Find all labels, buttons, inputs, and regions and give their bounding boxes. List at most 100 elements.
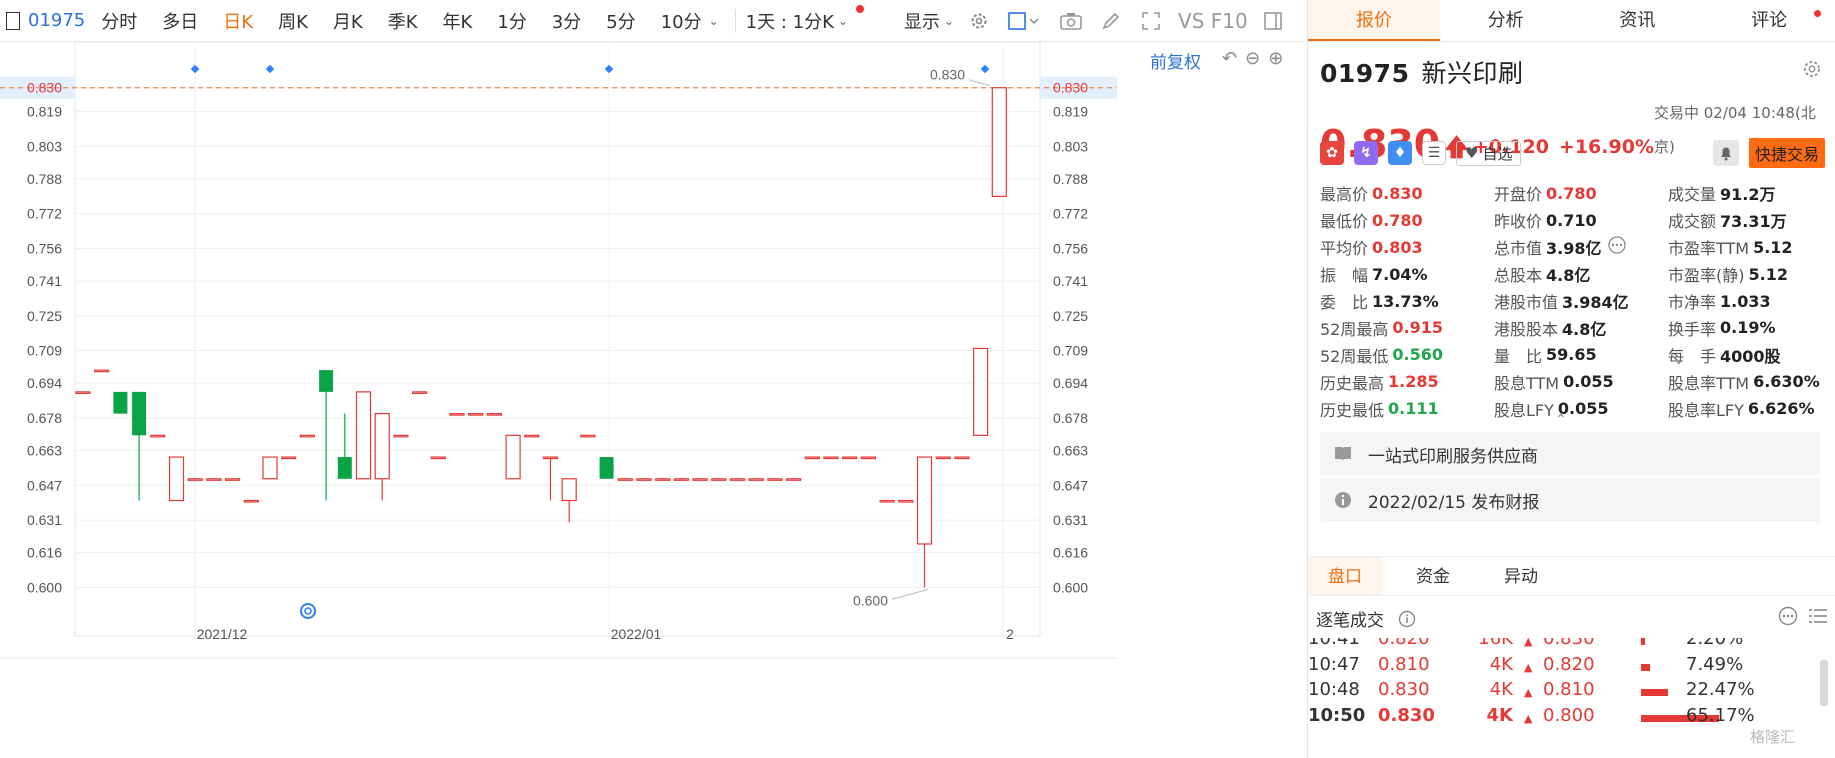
candle-body[interactable]	[337, 457, 352, 479]
display-chevron-icon[interactable]: ⌄	[943, 13, 954, 28]
period-3min[interactable]: 3分	[551, 11, 582, 33]
adjust-mode-button[interactable]: 前复权	[1150, 53, 1201, 73]
fullscreen-icon[interactable]	[1138, 8, 1164, 34]
tab-quote[interactable]: 报价	[1308, 0, 1440, 41]
pencil-icon[interactable]	[1098, 8, 1124, 34]
candle-body[interactable]	[916, 456, 933, 545]
candle-body[interactable]	[505, 434, 521, 480]
undo-icon[interactable]: ↶	[1222, 48, 1238, 69]
tab-news[interactable]: 资讯	[1619, 10, 1656, 31]
vs-f10-tool[interactable]: VS F10	[1178, 8, 1248, 33]
candle-body[interactable]	[561, 478, 577, 502]
candle-body[interactable]	[299, 434, 315, 438]
collapse-chevron-icon[interactable]: ⌃	[1555, 412, 1567, 428]
event-marker-icon[interactable]	[265, 64, 275, 74]
candle-body[interactable]	[225, 478, 241, 481]
tag-icon[interactable]: ♦	[1388, 141, 1412, 165]
candle-body[interactable]	[898, 499, 914, 503]
candle-body[interactable]	[243, 499, 259, 503]
candle-body[interactable]	[748, 478, 764, 481]
candle-body[interactable]	[617, 478, 633, 481]
period-multiday[interactable]: 多日	[162, 11, 199, 33]
candle-body[interactable]	[823, 456, 839, 460]
candle-body[interactable]	[524, 434, 540, 438]
candle-body[interactable]	[75, 391, 91, 394]
candle-body[interactable]	[468, 413, 484, 416]
candle-body[interactable]	[655, 478, 671, 481]
candle-body[interactable]	[542, 456, 559, 460]
lightning-icon[interactable]: ↯	[1354, 141, 1378, 165]
company-intro[interactable]: 一站式印刷服务供应商	[1320, 432, 1820, 476]
candle-body[interactable]	[281, 456, 297, 460]
candle-body[interactable]	[692, 478, 708, 481]
kline-chart-svg[interactable]: 0.819 0.819 0.803 0.803 0.788 0.788 0.772 0.772…	[0, 42, 1305, 758]
candle-body[interactable]	[319, 370, 334, 392]
kline-chart[interactable]: 0.819 0.819 0.803 0.803 0.788 0.788 0.772 0.772…	[0, 42, 1305, 758]
candle-body[interactable]	[187, 478, 203, 481]
tab-orderbook[interactable]: 盘口	[1308, 557, 1382, 595]
bookmark-icon[interactable]: ☰	[1422, 141, 1446, 165]
candle-body[interactable]	[599, 457, 614, 479]
gear-icon[interactable]	[1801, 58, 1823, 84]
info-icon[interactable]	[1398, 610, 1416, 628]
period-daily-k[interactable]: 日K	[223, 11, 254, 33]
tab-anomaly[interactable]: 异动	[1504, 567, 1538, 587]
period-intraday[interactable]: 分时	[101, 11, 138, 33]
sidebar-toggle-icon[interactable]	[6, 11, 20, 30]
interval-chevron-icon[interactable]: ⌄	[837, 13, 848, 28]
interval-select[interactable]: 1天 : 1分K	[745, 11, 834, 33]
candle-body[interactable]	[206, 478, 222, 481]
more-icon[interactable]	[1778, 606, 1798, 631]
hk-flag-icon[interactable]: ✿	[1320, 141, 1344, 165]
candle-body[interactable]	[785, 478, 802, 481]
gear-icon[interactable]	[966, 8, 992, 34]
candle-body[interactable]	[486, 413, 502, 416]
tab-analysis[interactable]: 分析	[1487, 10, 1524, 31]
candle-body[interactable]	[150, 434, 166, 438]
candle-body[interactable]	[954, 456, 970, 460]
candle-body[interactable]	[262, 456, 278, 480]
more-icon[interactable]	[1607, 236, 1626, 258]
bell-icon[interactable]	[1712, 140, 1739, 166]
candle-body[interactable]	[804, 456, 820, 460]
candle-body[interactable]	[374, 413, 390, 480]
candle-body[interactable]	[132, 391, 147, 436]
more-periods-chevron-icon[interactable]: ⌄	[708, 13, 719, 28]
color-square-icon[interactable]	[1006, 8, 1044, 34]
list-icon[interactable]	[1808, 607, 1828, 630]
candle-body[interactable]	[580, 434, 596, 438]
period-yearly-k[interactable]: 年K	[442, 11, 473, 33]
candle-body[interactable]	[972, 347, 989, 436]
candle-body[interactable]	[412, 391, 428, 394]
candle-body[interactable]	[860, 456, 877, 460]
display-menu[interactable]: 显示	[903, 11, 940, 33]
zoom-out-icon[interactable]: ⊖	[1245, 48, 1261, 69]
candle-body[interactable]	[113, 391, 128, 414]
candle-body[interactable]	[729, 478, 746, 481]
period-1min[interactable]: 1分	[497, 11, 527, 33]
candle-body[interactable]	[168, 456, 185, 502]
ticks-list[interactable]: 10:41 0.820 16K ▲ 0.830 2.20% 10:47 0.810 4K ▲ 0.8…	[1308, 638, 1835, 758]
earnings-notice[interactable]: 2022/02/15 发布财报	[1320, 478, 1820, 522]
candle-body[interactable]	[94, 369, 110, 373]
ticks-scrollbar[interactable]	[1820, 660, 1828, 706]
candle-body[interactable]	[449, 413, 465, 416]
period-5min[interactable]: 5分	[606, 11, 636, 33]
period-10min[interactable]: 10分	[660, 11, 702, 33]
candle-body[interactable]	[879, 499, 895, 503]
add-watchlist-button[interactable]: ♥ 自选	[1456, 140, 1522, 166]
candle-body[interactable]	[767, 478, 783, 481]
camera-icon[interactable]	[1058, 8, 1084, 34]
candle-body[interactable]	[711, 478, 727, 481]
tab-capital-flow[interactable]: 资金	[1416, 567, 1450, 587]
candle-body[interactable]	[393, 434, 409, 438]
candle-body[interactable]	[355, 391, 372, 480]
quick-trade-button[interactable]: 快捷交易	[1748, 138, 1825, 168]
candle-body[interactable]	[935, 456, 951, 460]
period-monthly-k[interactable]: 月K	[332, 11, 363, 33]
panel-toggle-icon[interactable]	[1260, 8, 1286, 34]
candle-body[interactable]	[991, 87, 1007, 197]
candle-body[interactable]	[636, 478, 652, 481]
tab-comments[interactable]: 评论	[1703, 0, 1835, 41]
target-icon[interactable]	[300, 603, 316, 619]
